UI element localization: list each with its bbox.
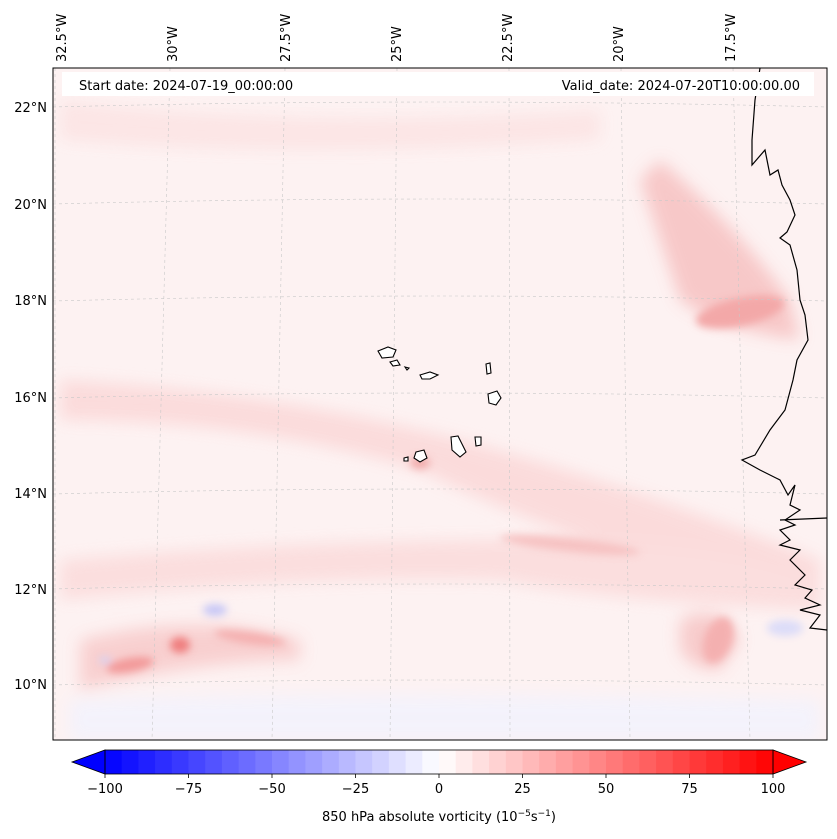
- header-band: [62, 72, 814, 96]
- colorbar-min-extend-arrow: [70, 749, 106, 775]
- coastline: [740, 68, 827, 631]
- latitude-labels: 22°N 20°N 18°N 16°N 14°N 12°N 10°N: [14, 101, 47, 693]
- colorbar-segment: [505, 750, 523, 774]
- colorbar-tick-label: −25: [342, 782, 369, 797]
- colorbar-title-exponent: −1: [538, 809, 551, 819]
- colorbar-segment: [639, 750, 657, 774]
- island-santo-antao: [377, 346, 397, 359]
- colorbar-title-main: 850 hPa absolute vorticity (10: [322, 810, 518, 825]
- colorbar-segment: [255, 750, 273, 774]
- lat-label: 22°N: [14, 101, 47, 116]
- colorbar-segment: [288, 750, 306, 774]
- lat-label: 18°N: [14, 294, 47, 309]
- colorbar-title-unit: s: [531, 810, 538, 825]
- colorbar-tick-labels: −100 −75 −50 −25 0 25 50 75 100: [87, 782, 785, 797]
- lon-label: 25°W: [390, 26, 405, 62]
- graticule: [53, 68, 827, 740]
- colorbar-segment: [372, 750, 390, 774]
- colorbar-tick-label: 100: [761, 782, 786, 797]
- africa-coastline: [740, 68, 827, 631]
- longitude-labels: 32.5°W 30°W 27.5°W 25°W 22.5°W 20°W 17.5…: [55, 14, 739, 62]
- colorbar: −100 −75 −50 −25 0 25 50 75 100 850 hPa …: [70, 749, 808, 825]
- cape-verde-islands: [377, 346, 502, 463]
- colorbar-segment: [589, 750, 607, 774]
- lon-label: 22.5°W: [501, 14, 516, 62]
- colorbar-segment: [238, 750, 256, 774]
- colorbar-title-exponent: −5: [518, 809, 531, 819]
- colorbar-segment: [756, 750, 774, 774]
- colorbar-segment: [455, 750, 473, 774]
- island-boa-vista: [487, 390, 502, 406]
- colorbar-segment: [138, 750, 156, 774]
- colorbar-max-extend-arrow: [772, 749, 808, 775]
- colorbar-segment: [338, 750, 356, 774]
- colorbar-segments: [105, 750, 774, 774]
- colorbar-tick-label: 0: [435, 782, 443, 797]
- colorbar-segment: [422, 750, 440, 774]
- lon-label: 17.5°W: [724, 14, 739, 62]
- colorbar-segment: [439, 750, 457, 774]
- lon-label: 30°W: [166, 26, 181, 62]
- colorbar-segment: [672, 750, 690, 774]
- colorbar-segment: [305, 750, 323, 774]
- colorbar-segment: [656, 750, 674, 774]
- island-sao-vicente: [389, 359, 401, 367]
- colorbar-segment: [405, 750, 423, 774]
- lon-label: 32.5°W: [55, 14, 70, 62]
- map-frame: [52, 67, 828, 741]
- colorbar-title-end: ): [551, 810, 556, 825]
- colorbar-segment: [188, 750, 206, 774]
- lat-label: 10°N: [14, 678, 47, 693]
- colorbar-segment: [155, 750, 173, 774]
- colorbar-tick-label: 25: [514, 782, 531, 797]
- colorbar-tick-label: 75: [681, 782, 698, 797]
- lat-label: 12°N: [14, 583, 47, 598]
- island-sao-nicolau: [419, 371, 440, 380]
- island-fogo: [413, 449, 428, 463]
- colorbar-tick-label: −50: [258, 782, 285, 797]
- colorbar-segment: [689, 750, 707, 774]
- lon-label: 27.5°W: [279, 14, 294, 62]
- island-maio: [474, 436, 482, 447]
- colorbar-segment: [221, 750, 240, 774]
- valid-date-label: Valid_date: 2024-07-20T10:00:00.00: [562, 79, 800, 94]
- colorbar-segment: [622, 750, 640, 774]
- colorbar-segment: [539, 750, 557, 774]
- colorbar-tick-label: −100: [87, 782, 123, 797]
- colorbar-segment: [572, 750, 590, 774]
- colorbar-segment: [355, 750, 373, 774]
- island-santiago: [450, 435, 467, 458]
- colorbar-segment: [105, 750, 123, 774]
- colorbar-segment: [555, 750, 574, 774]
- colorbar-segment: [322, 750, 340, 774]
- colorbar-segment: [171, 750, 189, 774]
- colorbar-title: 850 hPa absolute vorticity (10−5s−1): [322, 809, 556, 825]
- colorbar-segment: [706, 750, 724, 774]
- vorticity-field: [60, 100, 820, 740]
- colorbar-ticks: [104, 774, 774, 778]
- colorbar-segment: [388, 750, 407, 774]
- lon-label: 20°W: [612, 26, 627, 62]
- colorbar-segment: [522, 750, 540, 774]
- colorbar-segment: [722, 750, 741, 774]
- colorbar-tick-label: 50: [598, 782, 615, 797]
- island-santa-luzia: [403, 366, 411, 371]
- colorbar-tick-label: −75: [175, 782, 202, 797]
- lat-label: 16°N: [14, 391, 47, 406]
- colorbar-segment: [272, 750, 290, 774]
- colorbar-segment: [606, 750, 624, 774]
- colorbar-segment: [205, 750, 223, 774]
- colorbar-segment: [489, 750, 507, 774]
- colorbar-segment: [121, 750, 139, 774]
- island-sal: [485, 362, 492, 375]
- lat-label: 14°N: [14, 487, 47, 502]
- lat-label: 20°N: [14, 198, 47, 213]
- colorbar-segment: [472, 750, 490, 774]
- colorbar-segment: [739, 750, 757, 774]
- start-date-label: Start date: 2024-07-19_00:00:00: [79, 79, 293, 94]
- island-brava: [403, 456, 409, 462]
